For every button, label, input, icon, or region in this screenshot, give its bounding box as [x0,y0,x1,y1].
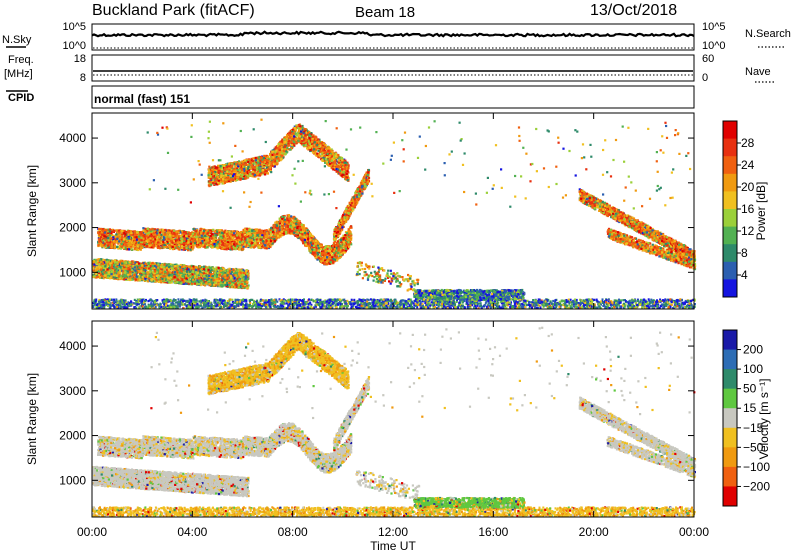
power-panel [92,119,696,310]
nave-tick-top: 60 [702,53,714,65]
sky-tick-bottom: 10^0 [62,40,86,52]
echo-cell [326,156,328,158]
cpid-label: CPID [8,92,34,104]
nave-tick-bottom: 0 [702,72,708,84]
freq-strip-frame [92,55,694,81]
freq-label: Freq. [8,54,34,66]
freq-tick-bottom: 8 [80,72,86,84]
search-label: N.Search [745,28,791,40]
search-tick-top: 10^5 [702,21,726,33]
cpid-mode-text: normal (fast) 151 [94,92,190,106]
freq-tick-top: 18 [74,53,86,65]
date-title: 13/Oct/2018 [590,2,677,19]
sky-noise-line [92,32,694,36]
sky-strip-frame [92,24,694,50]
freq-unit-label: [MHz] [4,68,33,80]
nave-label: Nave [745,66,771,78]
sky-label: N.Sky [2,34,32,46]
search-tick-bottom: 10^0 [702,40,726,52]
beam-title: Beam 18 [355,4,415,21]
radar-title: Buckland Park (fitACF) [92,2,255,19]
sky-tick-top: 10^5 [62,21,86,33]
